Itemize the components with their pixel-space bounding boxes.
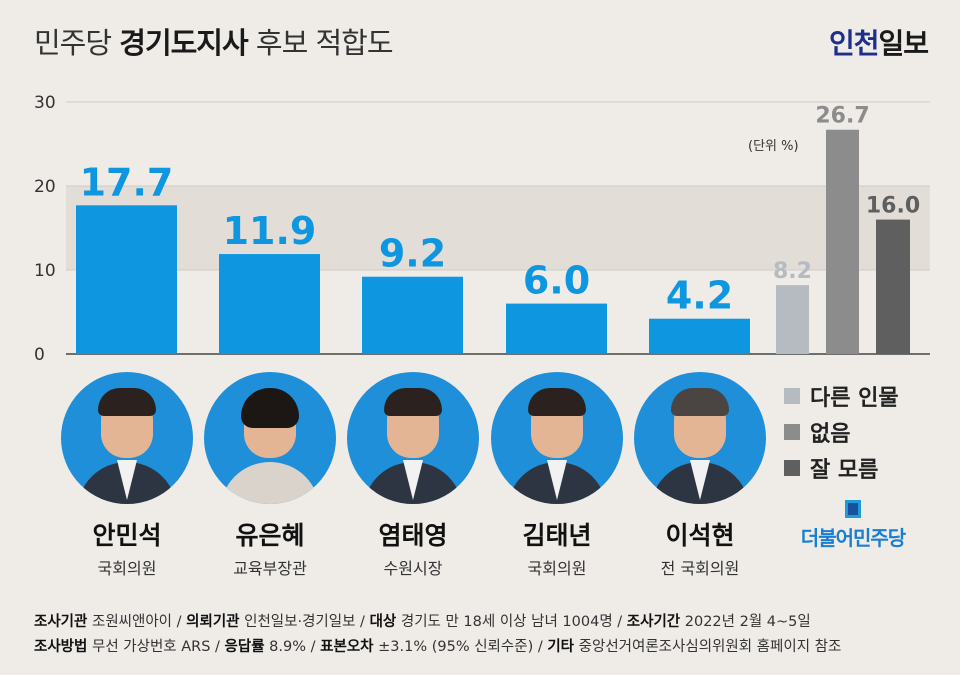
grid-band — [66, 186, 930, 270]
bar — [649, 318, 750, 354]
footer-label: 조사기관 — [34, 614, 88, 630]
y-tick-label: 0 — [34, 345, 45, 365]
candidate-role: 교육부장관 — [233, 559, 307, 578]
unit-label: (단위 %) — [748, 139, 799, 154]
candidate-name: 이석현 — [665, 521, 735, 550]
y-tick-label: 20 — [34, 177, 56, 197]
page-title: 민주당 경기도지사 후보 적합도 — [34, 20, 394, 62]
candidate-photo — [204, 372, 336, 504]
candidate-role: 국회의원 — [97, 559, 157, 578]
footer-value: 중앙선거여론조사심의위원회 홈페이지 참조 — [574, 639, 842, 655]
party-flag-icon — [845, 500, 861, 518]
brand-logo: 인천일보 — [828, 22, 929, 62]
bar — [506, 303, 607, 354]
bar — [219, 254, 320, 354]
candidate-role: 수원시장 — [383, 559, 443, 578]
footer-value: 경기도 만 18세 이상 남녀 1004명 / — [396, 614, 627, 630]
legend: 다른 인물 없음 잘 모름 — [784, 378, 899, 486]
footer-label: 기타 — [547, 639, 575, 655]
candidate-card: 이석현 전 국회의원 — [632, 372, 768, 579]
data-label: 9.2 — [379, 232, 446, 276]
party-logo: 더불어민주당 — [778, 500, 928, 551]
legend-swatch-dontknow — [784, 460, 800, 476]
candidate-card: 김태년 국회의원 — [489, 372, 625, 579]
bar — [76, 205, 177, 354]
data-label: 6.0 — [523, 259, 590, 303]
legend-item-other: 다른 인물 — [784, 378, 899, 414]
candidate-name: 안민석 — [92, 521, 162, 550]
candidate-photo — [491, 372, 623, 504]
footer-value: ±3.1% (95% 신뢰수준) / — [373, 639, 548, 655]
legend-swatch-other — [784, 388, 800, 404]
footer-value: 조원씨앤아이 / — [87, 614, 187, 630]
footer-label: 조사기간 — [626, 614, 681, 630]
candidate-photo — [634, 372, 766, 504]
legend-item-none: 없음 — [784, 414, 899, 450]
candidate-name: 김태년 — [522, 521, 592, 550]
data-label: 11.9 — [223, 209, 317, 253]
footer-value: 8.9% / — [264, 639, 321, 655]
footer-label: 응답률 — [224, 639, 265, 655]
candidate-name: 유은혜 — [235, 521, 305, 550]
candidate-photo — [347, 372, 479, 504]
data-label: 8.2 — [773, 259, 812, 284]
candidate-photo — [61, 372, 193, 504]
bar — [826, 129, 859, 354]
candidate-card: 염태영 수원시장 — [345, 372, 481, 579]
bar — [876, 219, 910, 354]
data-label: 16.0 — [866, 194, 920, 219]
title-post: 후보 적합도 — [247, 26, 394, 60]
footer-label: 의뢰기관 — [186, 614, 240, 630]
legend-label: 잘 모름 — [810, 458, 879, 483]
brand-part-a: 인천 — [828, 27, 880, 60]
title-pre: 민주당 — [34, 26, 120, 60]
footer-value: 2022년 2월 4~5일 — [680, 614, 811, 630]
footer-line-2: 조사방법 무선 가상번호 ARS / 응답률 8.9% / 표본오차 ±3.1%… — [34, 635, 841, 660]
bar — [776, 285, 809, 354]
y-tick-label: 30 — [34, 93, 56, 113]
party-name: 더불어민주당 — [800, 526, 906, 550]
data-label: 17.7 — [80, 160, 174, 204]
legend-label: 다른 인물 — [810, 386, 899, 411]
legend-swatch-none — [784, 424, 800, 440]
title-bold: 경기도지사 — [119, 26, 248, 60]
candidate-card: 안민석 국회의원 — [59, 372, 195, 579]
candidate-card: 유은혜 교육부장관 — [202, 372, 338, 579]
data-label: 26.7 — [815, 104, 869, 129]
footer-label: 표본오차 — [320, 639, 374, 655]
y-tick-label: 10 — [34, 261, 56, 281]
candidate-name: 염태영 — [378, 521, 448, 550]
candidate-role: 전 국회의원 — [660, 559, 740, 578]
footer-value: 무선 가상번호 ARS / — [87, 639, 225, 655]
bar-chart: 0 10 20 30 17.7 11.9 9.2 6.0 4.2 8.2 26.7 16.0 — [34, 93, 930, 365]
footer-line-1: 조사기관 조원씨앤아이 / 의뢰기관 인천일보·경기일보 / 대상 경기도 만 … — [34, 610, 841, 635]
legend-item-dontknow: 잘 모름 — [784, 450, 899, 486]
survey-footer: 조사기관 조원씨앤아이 / 의뢰기관 인천일보·경기일보 / 대상 경기도 만 … — [34, 610, 841, 660]
candidate-role: 국회의원 — [527, 559, 587, 578]
bar — [362, 276, 463, 354]
brand-part-b: 일보 — [878, 27, 929, 60]
footer-label: 대상 — [369, 614, 397, 630]
legend-label: 없음 — [810, 422, 851, 447]
footer-label: 조사방법 — [34, 639, 88, 655]
footer-value: 인천일보·경기일보 / — [239, 614, 370, 630]
data-label: 4.2 — [666, 274, 733, 318]
